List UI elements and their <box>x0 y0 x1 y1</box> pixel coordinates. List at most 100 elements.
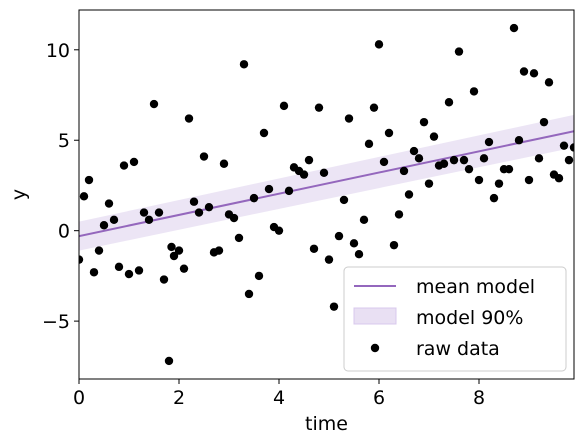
plot-frame <box>78 9 575 380</box>
y-tick-label: −5 <box>42 311 70 333</box>
data-point <box>104 199 114 208</box>
data-point <box>229 213 239 223</box>
data-point <box>534 154 544 163</box>
data-point <box>329 302 339 311</box>
plot-content <box>79 23 574 366</box>
data-point <box>529 69 539 78</box>
data-point <box>219 159 229 168</box>
data-point <box>474 175 484 185</box>
data-point <box>399 166 409 176</box>
data-point <box>264 184 274 194</box>
data-point <box>364 139 374 149</box>
data-point <box>89 268 99 277</box>
data-point <box>439 159 449 168</box>
data-point <box>504 164 514 174</box>
data-point <box>339 195 349 205</box>
data-point <box>319 168 329 177</box>
legend-band-label: model 90% <box>416 307 523 329</box>
data-point <box>194 208 204 217</box>
data-point <box>159 275 169 284</box>
data-point <box>494 179 504 188</box>
y-tick-label: 5 <box>58 130 70 152</box>
data-point <box>539 117 549 127</box>
data-point <box>454 47 464 56</box>
y-axis-label: y <box>8 189 30 200</box>
data-point <box>309 244 319 253</box>
legend-mean-label: mean model <box>416 276 535 298</box>
data-point <box>354 249 364 259</box>
data-point <box>129 157 139 167</box>
data-point <box>184 114 194 123</box>
data-point <box>444 98 454 107</box>
data-point <box>214 246 224 255</box>
x-tick-label: 2 <box>173 387 185 409</box>
data-point <box>169 251 179 261</box>
data-point <box>119 161 129 170</box>
y-tick-label: 0 <box>58 221 70 243</box>
data-point <box>239 60 249 69</box>
data-point <box>564 155 574 165</box>
data-point <box>514 136 524 145</box>
data-point <box>259 128 269 138</box>
data-point <box>469 87 479 96</box>
data-point <box>464 164 474 174</box>
data-point <box>489 193 499 203</box>
data-point <box>139 208 149 217</box>
data-point <box>484 137 494 147</box>
data-point <box>479 154 489 163</box>
data-point <box>164 356 174 366</box>
data-point <box>384 128 394 138</box>
data-point <box>99 221 109 230</box>
data-point <box>234 233 244 243</box>
data-point <box>79 192 89 201</box>
data-point <box>84 175 94 185</box>
data-point <box>134 266 144 275</box>
data-point <box>389 240 399 250</box>
x-axis-label: time <box>305 413 348 435</box>
data-point <box>249 193 259 203</box>
data-point <box>174 246 184 255</box>
data-point <box>279 101 289 111</box>
data-point <box>254 271 264 281</box>
legend-data-label: raw data <box>416 338 500 360</box>
data-point <box>154 208 164 217</box>
data-point <box>459 155 469 165</box>
data-point <box>344 114 354 123</box>
data-point <box>94 246 104 255</box>
data-point <box>349 239 359 248</box>
data-point <box>449 155 459 165</box>
data-point <box>299 170 309 179</box>
data-point <box>314 103 324 112</box>
data-point <box>524 175 534 185</box>
data-point <box>284 186 294 196</box>
data-point <box>414 154 424 163</box>
x-tick-label: 4 <box>273 387 285 409</box>
data-point <box>179 264 189 273</box>
y-tick-label: 10 <box>46 40 70 62</box>
data-point <box>419 117 429 127</box>
data-point <box>509 23 519 33</box>
data-point <box>374 40 384 49</box>
data-point <box>424 179 434 188</box>
data-point <box>519 67 529 76</box>
data-point <box>554 174 564 183</box>
data-point <box>304 155 314 165</box>
data-point <box>167 242 176 252</box>
data-point <box>149 99 159 109</box>
legend-data-swatch <box>370 343 380 353</box>
data-point <box>189 197 199 206</box>
data-point <box>79 255 84 264</box>
data-point <box>144 215 154 225</box>
data-point <box>359 215 369 225</box>
plot-area <box>79 23 574 366</box>
legend-band-swatch <box>353 307 397 325</box>
data-point <box>124 269 134 279</box>
data-point <box>394 210 404 219</box>
mean-model-line <box>79 130 574 238</box>
x-tick-label: 8 <box>473 387 485 409</box>
data-point <box>409 146 419 156</box>
data-point <box>324 255 334 264</box>
data-point <box>559 141 569 150</box>
